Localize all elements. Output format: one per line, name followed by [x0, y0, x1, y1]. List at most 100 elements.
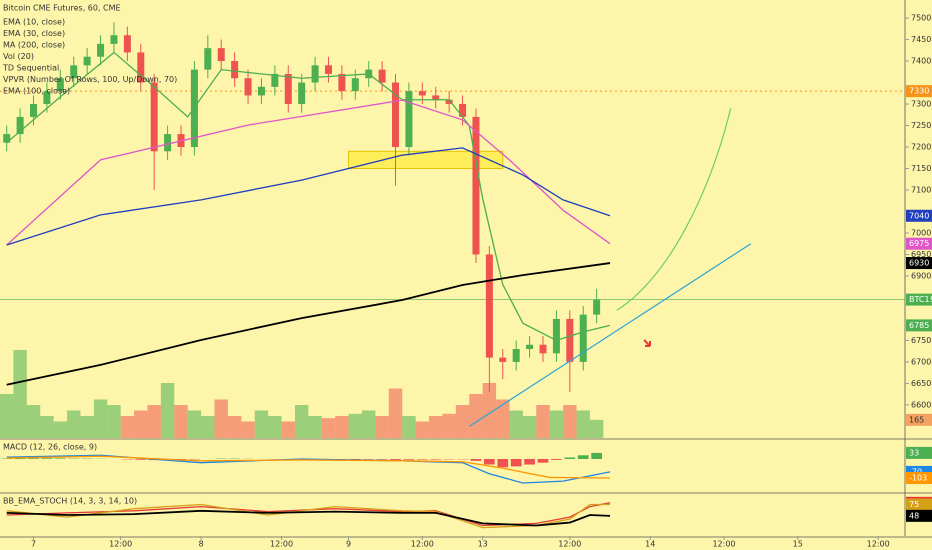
candle-body [579, 314, 587, 362]
legend-entry: EMA (30, close) [3, 29, 65, 38]
y-tick-label: 7300 [911, 100, 931, 109]
candle-body [311, 65, 319, 83]
volume-bar [227, 416, 242, 438]
macd-histogram-bar [497, 458, 509, 468]
x-tick-label: 12:00 [109, 540, 132, 549]
volume-bar [254, 410, 269, 438]
trendline [468, 243, 752, 427]
macd-histogram-bar [591, 452, 602, 459]
legend-entry: TD Sequential [2, 64, 59, 73]
projection [616, 108, 732, 311]
volume-bar [375, 416, 389, 438]
volume-bar [321, 418, 336, 438]
candle-body [217, 48, 225, 62]
volume-bar [268, 416, 282, 438]
chart-title: Bitcoin CME Futures, 60, CME [3, 4, 121, 13]
price-label-box [906, 257, 932, 270]
macd-histogram-bar [510, 458, 522, 467]
volume-bar [576, 410, 590, 438]
candle-body [56, 78, 64, 92]
volume-bar [388, 388, 403, 438]
x-tick-label: 12:00 [867, 540, 890, 549]
candle-body [472, 116, 480, 255]
indicator-line [6, 99, 611, 246]
legend-entry: Vol (20) [3, 52, 34, 61]
legend-entry: EMA (100, close) [3, 87, 70, 96]
candle-body [432, 95, 440, 100]
candle-body [351, 78, 359, 92]
volume-bar [549, 410, 564, 438]
candle-body [485, 254, 493, 358]
candle-body [97, 43, 105, 57]
price-label: -103 [909, 473, 927, 482]
macd-histogram-bar [135, 458, 147, 460]
price-label: 48 [909, 511, 919, 520]
y-tick-label: 7400 [911, 57, 931, 66]
price-label-box [906, 237, 932, 250]
x-tick-label: 8 [199, 540, 204, 549]
candle-body [204, 48, 212, 70]
macd-histogram-bar [537, 458, 549, 463]
indicator-line [6, 455, 611, 479]
price-label: -70 [909, 467, 922, 476]
legend-entry: EMA (10, close) [3, 18, 65, 27]
y-tick-label: 7150 [911, 164, 931, 173]
candle-body [70, 65, 78, 79]
volume-bar [214, 399, 228, 438]
volume-bar [536, 405, 550, 438]
volume-bar [415, 421, 430, 438]
y-tick-label: 6900 [911, 271, 931, 280]
volume-label-box [906, 413, 932, 426]
pane-title: MACD (12, 26, close, 9) [3, 443, 97, 452]
candle-body [512, 349, 520, 362]
candle-body [16, 116, 24, 135]
macd-histogram-bar [54, 458, 66, 459]
volume-bar [120, 416, 135, 438]
x-tick-label: 12:00 [558, 540, 581, 549]
candle-body [43, 91, 51, 105]
candle-body [257, 86, 265, 96]
volume-bar [335, 416, 349, 438]
price-label: 75 [909, 500, 919, 509]
macd-histogram-bar [577, 455, 589, 459]
y-tick-label: 6750 [911, 336, 931, 345]
price-label: 6930 [909, 259, 929, 268]
y-tick-label: 6700 [911, 357, 931, 366]
candle-body [244, 78, 252, 96]
price-label-box [906, 85, 932, 98]
x-tick-label: 14 [645, 540, 655, 549]
candle-body [378, 69, 386, 83]
price-label-box [906, 446, 932, 459]
price-label-box [906, 209, 932, 222]
macd-histogram-bar [551, 458, 562, 460]
x-tick-label: 15 [793, 540, 803, 549]
macd-histogram-bar [470, 458, 482, 461]
macd-histogram-bar [376, 458, 388, 460]
indicator-line [6, 147, 611, 246]
y-tick-label: 6950 [911, 250, 931, 259]
volume-bar [107, 405, 121, 438]
macd-histogram-bar [41, 458, 53, 459]
candle-body [123, 35, 131, 53]
x-tick-label: 12:00 [712, 540, 735, 549]
candle-body [164, 134, 172, 152]
price-label-box [906, 319, 932, 332]
volume-bar [241, 421, 255, 438]
candle-body [526, 344, 534, 350]
candle-body [566, 318, 574, 362]
candle-body [418, 91, 426, 96]
volume-bar [0, 394, 14, 438]
volume-bar [469, 394, 483, 438]
candle-body [392, 82, 400, 148]
price-label: 6785 [909, 321, 929, 330]
volume-bar [160, 383, 175, 438]
x-tick-label: 12:00 [270, 540, 293, 549]
candle-body [298, 82, 306, 105]
y-tick-label: 7000 [911, 228, 931, 237]
x-tick-label: 7 [31, 540, 36, 549]
candle-body [539, 344, 547, 354]
volume-bar [442, 413, 456, 438]
macd-histogram-bar [403, 458, 415, 460]
candle-body [83, 56, 91, 66]
